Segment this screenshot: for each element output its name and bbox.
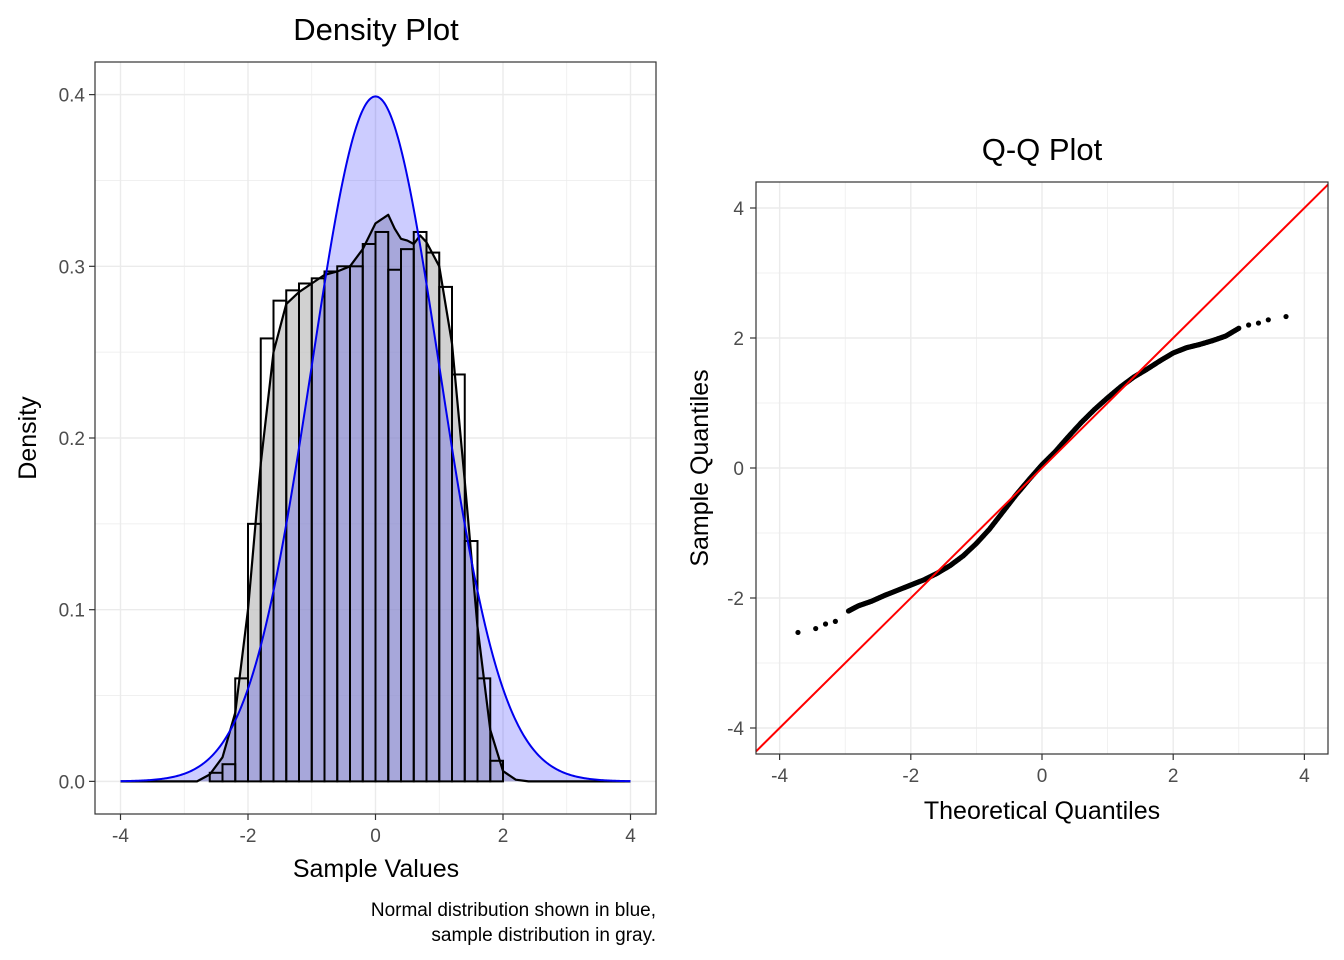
qq-axis-ticks: -4 -2 0 2 4 -4 -2 0 2 4 — [727, 199, 1310, 787]
qq-point — [1265, 317, 1271, 323]
qq-point — [832, 618, 838, 625]
x-tick-label: -2 — [902, 766, 919, 787]
qq-x-axis-title: Theoretical Quantiles — [924, 797, 1160, 825]
density-x-axis-title: Sample Values — [293, 855, 459, 883]
normal-density-line — [120, 95, 631, 783]
qq-grid-major — [756, 182, 1328, 754]
x-tick-label: 0 — [370, 826, 381, 847]
density-caption-line-2: sample distribution in gray. — [431, 925, 656, 946]
qq-plot-title: Q-Q Plot — [982, 132, 1103, 167]
qq-reference-line-layer — [755, 183, 1329, 753]
y-tick-label: 0.0 — [59, 772, 85, 793]
qq-point — [813, 625, 819, 632]
y-tick-label: -2 — [727, 589, 744, 610]
density-axis-ticks: -4 -2 0 2 4 0.0 0.1 0.2 0.3 0.4 — [59, 86, 637, 847]
y-tick-label: 0 — [733, 459, 744, 480]
y-tick-label: 0.2 — [59, 429, 85, 450]
density-plot-title: Density Plot — [293, 12, 459, 47]
y-tick-label: 0.4 — [59, 86, 86, 107]
density-plot: -4 -2 0 2 4 0.0 0.1 0.2 0.3 0.4 Density Plot Samp… — [14, 12, 657, 946]
x-tick-label: -4 — [112, 826, 129, 847]
x-tick-label: 2 — [1168, 766, 1179, 787]
x-tick-label: 0 — [1037, 766, 1048, 787]
y-tick-label: -4 — [727, 719, 744, 740]
y-tick-label: 4 — [733, 199, 744, 220]
x-tick-label: 4 — [625, 826, 636, 847]
qq-point — [1283, 313, 1289, 320]
x-tick-label: -4 — [771, 766, 788, 787]
x-tick-label: 2 — [498, 826, 509, 847]
qq-reference-line — [755, 183, 1329, 753]
qq-point — [822, 621, 829, 627]
density-y-axis-title: Density — [14, 396, 42, 480]
qq-point — [1236, 325, 1242, 331]
density-curves — [120, 95, 631, 783]
qq-point — [1246, 322, 1252, 328]
density-caption-line-1: Normal distribution shown in blue, — [371, 900, 656, 921]
y-tick-label: 0.1 — [59, 601, 85, 622]
qq-plot: -4 -2 0 2 4 -4 -2 0 2 4 Q-Q Plot Theoretical Quan… — [686, 132, 1329, 825]
y-tick-label: 0.3 — [59, 257, 85, 278]
qq-point — [795, 629, 801, 636]
sample-density-line — [120, 213, 631, 783]
qq-y-axis-title: Sample Quantiles — [686, 369, 714, 566]
histogram-bar — [463, 540, 479, 783]
x-tick-label: -2 — [240, 826, 257, 847]
qq-point — [1255, 320, 1262, 326]
x-tick-label: 4 — [1299, 766, 1310, 787]
y-tick-label: 2 — [733, 329, 744, 350]
